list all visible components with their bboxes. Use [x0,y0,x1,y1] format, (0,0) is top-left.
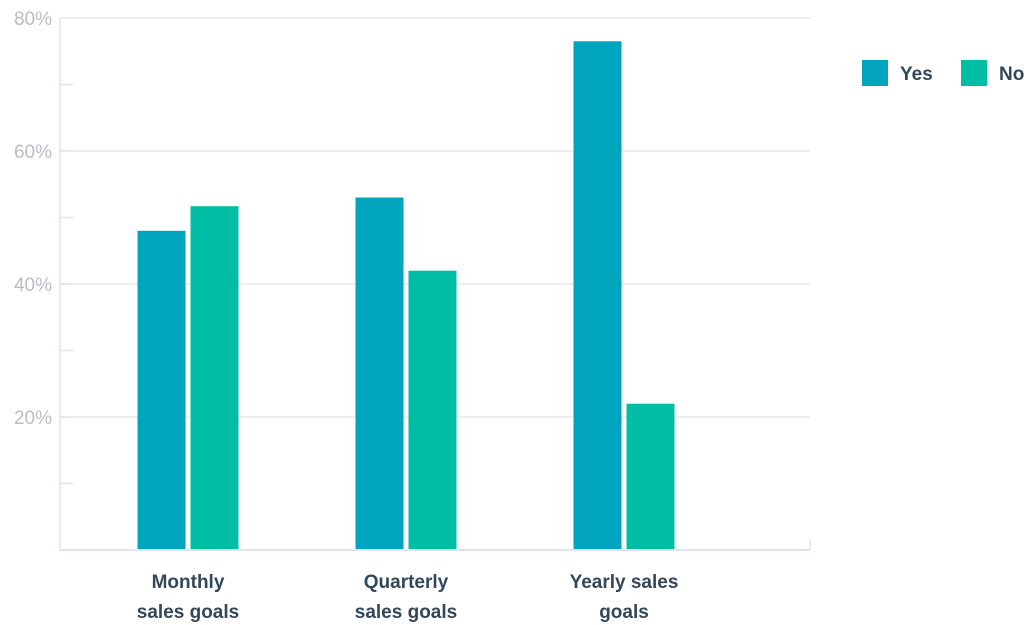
y-tick-label: 60% [14,142,52,163]
bar-no [190,206,239,550]
bar-no [408,270,457,550]
y-tick-label: 80% [14,9,52,30]
bar-no [626,403,675,550]
bar-yes [137,230,186,551]
x-tick-label: Monthly [152,572,225,593]
legend-swatch-no [961,60,987,86]
bar-yes [573,41,622,551]
legend-label-no: No [999,64,1024,85]
y-tick-label: 40% [14,275,52,296]
x-tick-label: Quarterly [364,572,449,593]
x-tick-label: goals [599,602,649,623]
y-tick-label: 20% [14,408,52,429]
x-tick-label: sales goals [137,602,239,623]
bar-yes [355,197,404,551]
legend-swatch-yes [862,60,888,86]
legend-label-yes: Yes [900,64,933,85]
x-tick-label: sales goals [355,602,457,623]
x-tick-label: Yearly sales [570,572,679,593]
